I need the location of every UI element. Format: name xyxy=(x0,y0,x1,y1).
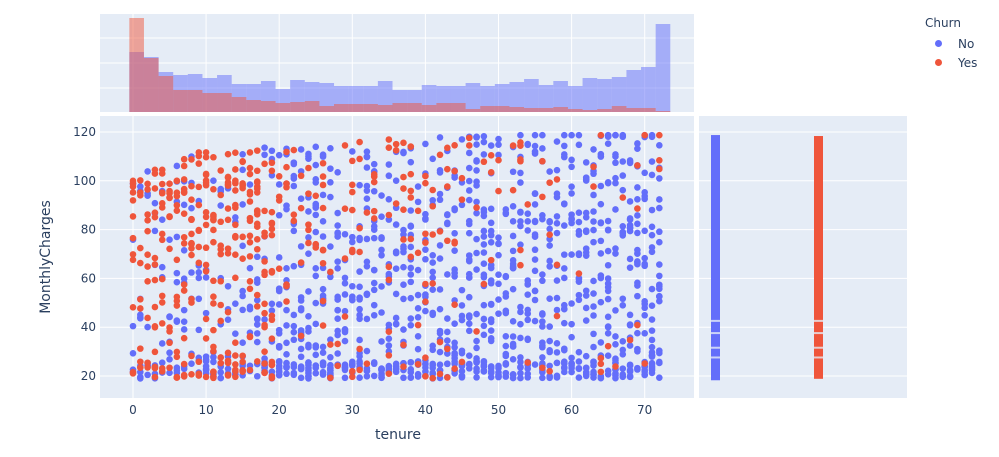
svg-text:80: 80 xyxy=(81,223,96,237)
marginal-rug xyxy=(711,135,823,381)
svg-text:60: 60 xyxy=(81,271,96,285)
y-axis-title: MonthlyCharges xyxy=(38,200,54,314)
y-axis-ticks: 20 40 60 80 100 120 xyxy=(73,125,96,383)
svg-text:70: 70 xyxy=(637,403,652,417)
x-axis-title: tenure xyxy=(375,427,421,443)
legend: Churn No Yes xyxy=(925,16,977,72)
legend-label: No xyxy=(958,36,975,51)
legend-item-no[interactable]: No xyxy=(925,34,977,53)
circle-marker-icon xyxy=(935,40,942,47)
circle-marker-icon xyxy=(935,59,942,66)
rug-panel xyxy=(699,116,907,398)
svg-text:40: 40 xyxy=(418,403,433,417)
svg-text:60: 60 xyxy=(564,403,579,417)
svg-text:50: 50 xyxy=(491,403,506,417)
scatter-points xyxy=(129,131,663,382)
svg-text:0: 0 xyxy=(129,403,137,417)
svg-text:40: 40 xyxy=(81,320,96,334)
marginal-histogram xyxy=(129,18,671,112)
svg-text:120: 120 xyxy=(73,125,96,139)
svg-text:20: 20 xyxy=(81,369,96,383)
legend-label: Yes xyxy=(958,55,978,70)
svg-text:30: 30 xyxy=(345,403,360,417)
x-axis-ticks: 0 10 20 30 40 50 60 70 xyxy=(129,403,652,417)
legend-item-yes[interactable]: Yes xyxy=(925,53,977,72)
svg-text:20: 20 xyxy=(272,403,287,417)
svg-text:100: 100 xyxy=(73,174,96,188)
svg-text:10: 10 xyxy=(198,403,213,417)
legend-title: Churn xyxy=(925,16,961,30)
